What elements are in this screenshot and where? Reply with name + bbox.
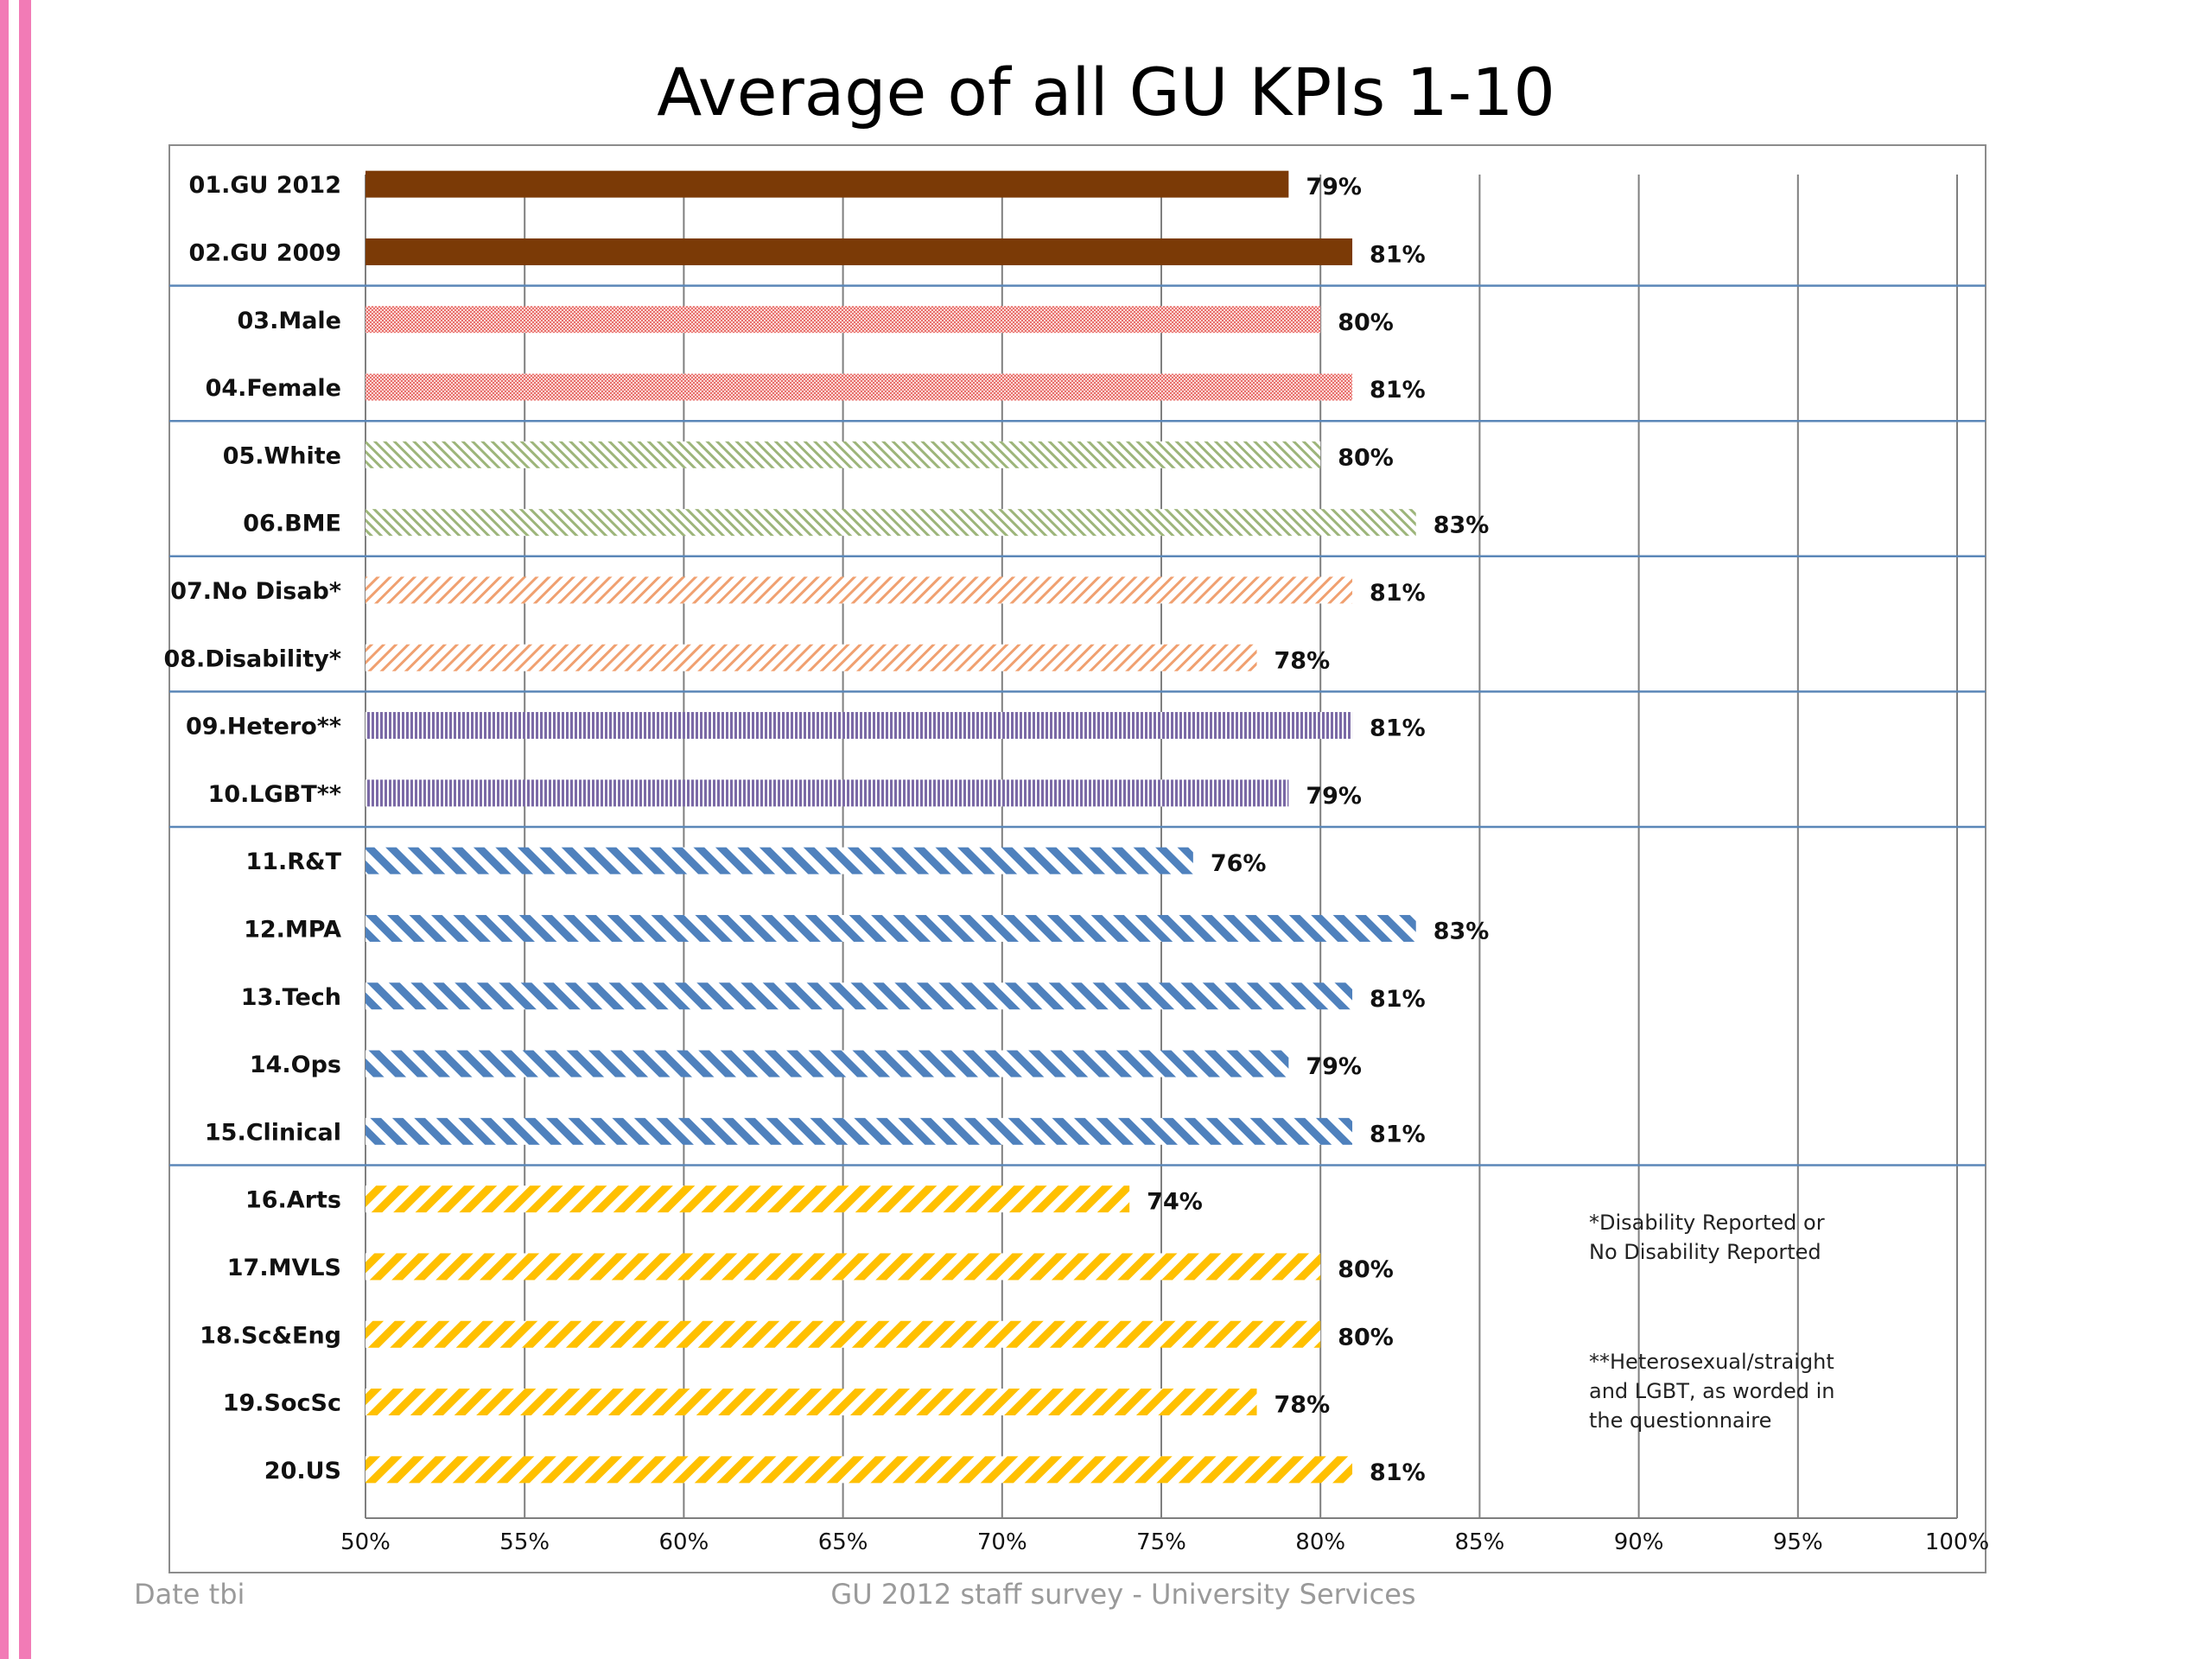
bar-12: [365, 914, 1416, 942]
bar-11: [365, 847, 1193, 874]
bar-7: [365, 576, 1353, 604]
data-label: 83%: [1433, 918, 1490, 944]
footer-date: Date tbi: [134, 1578, 245, 1611]
bar-20: [365, 1456, 1353, 1484]
category-label: 16.Arts: [245, 1187, 341, 1214]
data-labels: 79% 81% 80% 81% 80% 83% 81% 78% 81% 79% 76% 83% 81% 7…: [1147, 174, 1489, 1486]
data-label: 81%: [1370, 1121, 1426, 1147]
category-label: 11.R&T: [245, 849, 341, 875]
data-label: 79%: [1306, 174, 1362, 200]
bar-8: [365, 644, 1257, 671]
group-separators: [169, 284, 1986, 1166]
footnote-line: *Disability Reported or: [1589, 1211, 1825, 1235]
category-label: 15.Clinical: [205, 1119, 341, 1146]
category-label: 20.US: [264, 1458, 341, 1484]
bar-3: [365, 306, 1321, 334]
x-tick-label: 85%: [1455, 1529, 1505, 1555]
data-label: 81%: [1370, 986, 1426, 1013]
category-label: 17.MVLS: [227, 1255, 341, 1281]
bar-14: [365, 1050, 1289, 1077]
data-label: 78%: [1274, 647, 1331, 674]
data-label: 81%: [1370, 377, 1426, 404]
data-label: 80%: [1338, 309, 1394, 336]
bar-18: [365, 1320, 1321, 1348]
category-label: 19.SocSc: [223, 1390, 341, 1417]
bar-9: [365, 712, 1353, 740]
data-label: 74%: [1147, 1189, 1203, 1216]
category-label: 05.White: [223, 442, 341, 469]
footnote-line: the questionnaire: [1589, 1408, 1771, 1433]
x-axis-ticks: 50% 55% 60% 65% 70% 75% 80% 85% 90% 95% 100%: [340, 1529, 1989, 1555]
bars: [365, 170, 1416, 1484]
data-label: 81%: [1370, 241, 1426, 268]
category-label: 10.LGBT**: [208, 781, 341, 808]
bar-6: [365, 509, 1416, 537]
x-tick-label: 100%: [1925, 1529, 1989, 1555]
category-label: 02.GU 2009: [189, 239, 341, 266]
category-label: 07.No Disab*: [170, 578, 341, 605]
data-label: 80%: [1338, 444, 1394, 471]
bar-13: [365, 982, 1353, 1010]
left-accent-stripe-outer: [0, 0, 9, 1659]
footnotes: *Disability Reported or No Disability Rep…: [1589, 1211, 1834, 1433]
footnote-line: No Disability Reported: [1589, 1240, 1821, 1264]
x-tick-label: 90%: [1614, 1529, 1664, 1555]
category-label: 18.Sc&Eng: [200, 1322, 341, 1349]
bar-15: [365, 1117, 1353, 1145]
data-label: 81%: [1370, 1459, 1426, 1486]
x-tick-label: 75%: [1136, 1529, 1186, 1555]
left-accent-stripe-inner: [19, 0, 31, 1659]
category-label: 04.Female: [206, 375, 341, 402]
footnote-line: **Heterosexual/straight: [1589, 1350, 1834, 1374]
footer-source: GU 2012 staff survey - University Servic…: [830, 1578, 1416, 1611]
bar-1: [365, 170, 1289, 198]
data-label: 81%: [1370, 580, 1426, 607]
category-label: 06.BME: [243, 511, 341, 537]
data-label: 79%: [1306, 1053, 1362, 1080]
footnote-line: and LGBT, as worded in: [1589, 1379, 1834, 1403]
category-label: 03.Male: [238, 308, 342, 334]
data-label: 76%: [1211, 850, 1267, 877]
bar-2: [365, 238, 1353, 265]
x-tick-label: 70%: [977, 1529, 1027, 1555]
bar-10: [365, 779, 1289, 807]
bar-17: [365, 1253, 1321, 1281]
bar-19: [365, 1389, 1257, 1416]
bar-16: [365, 1185, 1130, 1213]
bar-5: [365, 441, 1321, 468]
data-label: 78%: [1274, 1392, 1331, 1419]
category-label: 01.GU 2012: [189, 172, 341, 199]
x-tick-label: 60%: [659, 1529, 709, 1555]
category-label: 09.Hetero**: [186, 714, 341, 741]
x-tick-label: 50%: [340, 1529, 391, 1555]
x-tick-label: 65%: [818, 1529, 868, 1555]
category-label: 14.Ops: [250, 1052, 341, 1078]
category-label: 13.Tech: [241, 984, 341, 1011]
data-label: 80%: [1338, 1256, 1394, 1283]
x-tick-label: 95%: [1773, 1529, 1823, 1555]
data-label: 79%: [1306, 783, 1362, 810]
category-labels: 01.GU 2012 02.GU 2009 03.Male 04.Female 05.W…: [163, 172, 341, 1484]
x-tick-label: 80%: [1295, 1529, 1345, 1555]
category-label: 12.MPA: [244, 916, 341, 943]
category-label: 08.Disability*: [163, 645, 341, 672]
data-label: 80%: [1338, 1324, 1394, 1351]
data-label: 81%: [1370, 715, 1426, 742]
data-label: 83%: [1433, 512, 1490, 539]
x-tick-label: 55%: [499, 1529, 550, 1555]
bar-4: [365, 373, 1353, 401]
chart-title: Average of all GU KPIs 1-10: [657, 54, 1555, 130]
